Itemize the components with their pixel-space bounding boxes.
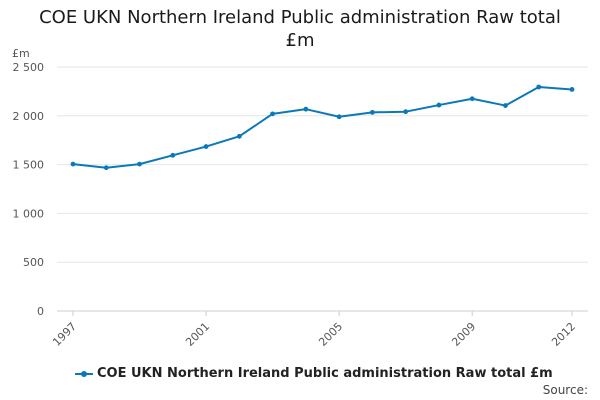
y-tick-label: 1 500 <box>13 159 45 172</box>
source-label: Source: <box>542 383 588 397</box>
data-point[interactable] <box>303 106 309 112</box>
x-tick-label: 2005 <box>316 320 345 349</box>
legend[interactable]: COE UKN Northern Ireland Public administ… <box>75 366 553 381</box>
x-tick-label: 2012 <box>549 320 578 349</box>
x-axis-ticks: 1997 2001 2005 2009 2012 <box>50 311 578 349</box>
y-tick-label: 2 000 <box>13 110 45 123</box>
data-point[interactable] <box>569 87 575 92</box>
x-tick-label: 1997 <box>50 320 79 349</box>
y-tick-label: 500 <box>23 256 44 269</box>
chart-title-line-1: COE UKN Northern Ireland Public administ… <box>39 7 561 28</box>
chart-title: COE UKN Northern Ireland Public administ… <box>0 6 600 52</box>
chart-title-line-2: £m <box>285 30 315 51</box>
y-tick-label: 0 <box>37 305 44 318</box>
data-point[interactable] <box>70 161 76 167</box>
data-point[interactable] <box>436 102 442 108</box>
x-tick-label: 2001 <box>183 320 212 349</box>
data-point[interactable] <box>370 109 375 115</box>
legend-swatch <box>75 369 93 379</box>
y-tick-label: 1 000 <box>13 207 45 220</box>
data-point[interactable] <box>270 111 275 117</box>
legend-label: COE UKN Northern Ireland Public administ… <box>97 366 553 381</box>
gridlines <box>57 66 588 312</box>
series-line <box>72 86 573 169</box>
y-tick-label: 2 500 <box>13 61 45 74</box>
x-tick-label: 2009 <box>449 320 478 349</box>
data-point[interactable] <box>203 144 209 149</box>
data-point[interactable] <box>137 161 142 167</box>
data-point[interactable] <box>336 114 342 120</box>
data-point[interactable] <box>170 152 176 158</box>
data-point[interactable] <box>103 165 109 171</box>
y-axis-ticks: 0 500 1 000 1 500 2 000 2 500 <box>13 61 45 318</box>
y-axis-unit-label: £m <box>12 47 30 60</box>
data-point[interactable] <box>403 109 409 115</box>
data-point[interactable] <box>536 84 542 90</box>
data-point[interactable] <box>469 96 475 102</box>
series-group <box>70 84 575 171</box>
data-point[interactable] <box>503 103 508 108</box>
data-point[interactable] <box>236 133 242 139</box>
